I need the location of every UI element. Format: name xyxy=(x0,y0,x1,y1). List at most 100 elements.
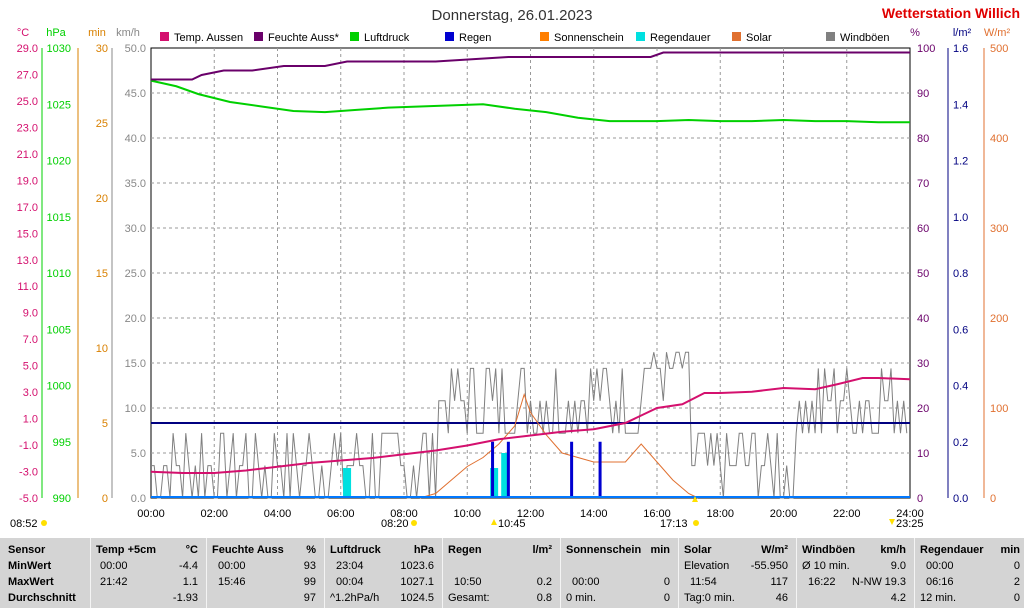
bar-rain-duration xyxy=(490,468,499,498)
temp-avg: -1.93 xyxy=(172,592,198,604)
x-tick-label: 22:00 xyxy=(833,508,861,520)
axis-unit-rain: l/m² xyxy=(953,27,972,39)
humidity-max: 99 xyxy=(303,576,316,588)
series-pressure-line xyxy=(150,79,910,124)
legend-swatch xyxy=(160,32,169,41)
sunshine-unit: min xyxy=(650,544,670,556)
x-tick-label: 06:00 xyxy=(327,508,355,520)
axis-tick-rain: 0.6 xyxy=(953,324,968,336)
solar-max: 117 xyxy=(770,576,788,588)
sunshine-total: 0 xyxy=(663,592,670,604)
sunshine-total-label: 0 min. xyxy=(566,592,596,604)
axis-tick-temp: 9.0 xyxy=(23,308,38,320)
rainduration-unit: min xyxy=(1000,544,1020,556)
axis-tick-temp: 1.0 xyxy=(23,414,38,426)
axis-tick-wind: 35.0 xyxy=(125,178,146,190)
axis-tick-temp: 15.0 xyxy=(17,228,38,240)
temp-min: -4.4 xyxy=(179,560,198,572)
bar-rain-duration xyxy=(343,468,352,498)
temp-max-time: 21:42 xyxy=(100,576,128,588)
pressure-max-time: 00:04 xyxy=(336,576,364,588)
rainduration-max-time: 06:16 xyxy=(926,576,954,588)
axis-tick-minutes: 20 xyxy=(96,193,108,205)
solar-title: Solar xyxy=(684,544,712,556)
x-tick-label: 20:00 xyxy=(770,508,798,520)
sun-marker-icon xyxy=(41,520,47,526)
axis-unit-humidity: % xyxy=(910,27,920,39)
stats-col-temp: Temp +5cm °C 00:00 -4.4 21:42 1.1 -1.93 xyxy=(92,538,204,608)
axis-tick-rain: 1.0 xyxy=(953,212,968,224)
axis-tick-temp: 25.0 xyxy=(17,96,38,108)
pressure-title: Luftdruck xyxy=(330,544,381,556)
axis-tick-temp: 3.0 xyxy=(23,387,38,399)
sunshine-title: Sonnenschein xyxy=(566,544,642,556)
solar-unit: W/m² xyxy=(761,544,788,556)
temp-unit: °C xyxy=(185,544,198,556)
pressure-avg: 1024.5 xyxy=(400,592,434,604)
wind-avg10-label: Ø 10 min. xyxy=(802,560,850,572)
axis-tick-wind: 20.0 xyxy=(125,313,146,325)
wind-avg: 4.2 xyxy=(890,592,906,604)
legend-swatch xyxy=(826,32,835,41)
x-tick-label: 10:00 xyxy=(453,508,481,520)
rainduration-max: 2 xyxy=(1013,576,1020,588)
wind-avg10: 9.0 xyxy=(890,560,906,572)
stats-table: Sensor MinWert MaxWert Durchschnitt Temp… xyxy=(0,538,1024,608)
axis-tick-humidity: 10 xyxy=(917,448,929,460)
sunrise-marker-icon xyxy=(411,520,417,526)
axis-tick-minutes: 0 xyxy=(102,493,108,505)
rain-total-label: Gesamt: xyxy=(448,592,490,604)
humidity-avg: 97 xyxy=(303,592,316,604)
axis-unit-wind: km/h xyxy=(116,27,140,39)
sunset-dot-icon xyxy=(693,520,699,526)
solar-day: 46 xyxy=(775,592,788,604)
axis-tick-wind: 15.0 xyxy=(125,358,146,370)
weather-chart: Donnerstag, 26.01.2023 Wetterstation Will… xyxy=(10,5,1020,530)
row-label-max: MaxWert xyxy=(8,576,54,588)
axis-tick-rain: 0.0 xyxy=(953,493,968,505)
sunrise-time-label: 08:20 xyxy=(381,518,409,530)
axis-tick-rain: 1.2 xyxy=(953,156,968,168)
humidity-min: 93 xyxy=(303,560,316,572)
wind-title: Windböen xyxy=(802,544,856,556)
axis-tick-minutes: 30 xyxy=(96,43,108,55)
axis-tick-pressure: 1005 xyxy=(47,324,71,336)
humidity-min-time: 00:00 xyxy=(218,560,246,572)
axis-tick-pressure: 1015 xyxy=(47,212,71,224)
series-humidity-line xyxy=(151,51,910,81)
axis-unit-minutes: min xyxy=(88,27,106,39)
rainduration-total: 0 xyxy=(1013,592,1020,604)
axis-tick-wind: 10.0 xyxy=(125,403,146,415)
axis-tick-pressure: 1020 xyxy=(47,156,71,168)
solar-day-label: Tag:0 min. xyxy=(684,592,735,604)
axis-tick-humidity: 30 xyxy=(917,358,929,370)
axis-unit-temp: °C xyxy=(17,27,29,39)
wind-max-time: 16:22 xyxy=(808,576,836,588)
row-label-avg: Durchschnitt xyxy=(8,592,76,604)
axis-tick-temp: 23.0 xyxy=(17,122,38,134)
axis-tick-temp: -3.0 xyxy=(19,467,38,479)
rainduration-min-time: 00:00 xyxy=(926,560,954,572)
legend-swatch xyxy=(540,32,549,41)
bar-rain xyxy=(598,441,602,498)
left-time-label: 08:52 xyxy=(10,518,38,530)
axis-tick-minutes: 15 xyxy=(96,268,108,280)
axis-tick-solar: 300 xyxy=(990,223,1008,235)
rain-total: 0.8 xyxy=(536,592,552,604)
axis-tick-wind: 40.0 xyxy=(125,133,146,145)
bar-rain xyxy=(506,441,510,498)
axis-tick-pressure: 995 xyxy=(53,437,71,449)
axis-tick-solar: 100 xyxy=(990,403,1008,415)
rain-max: 0.2 xyxy=(536,576,552,588)
axis-tick-wind: 30.0 xyxy=(125,223,146,235)
legend-label: Windböen xyxy=(840,32,890,44)
x-tick-label: 18:00 xyxy=(706,508,734,520)
axis-tick-wind: 0.0 xyxy=(131,493,146,505)
axis-tick-wind: 5.0 xyxy=(131,448,146,460)
rain-time-label: 10:45 xyxy=(498,518,526,530)
pressure-unit: hPa xyxy=(413,544,434,556)
x-tick-label: 02:00 xyxy=(200,508,228,520)
x-tick-label: 08:00 xyxy=(390,508,418,520)
axis-tick-humidity: 80 xyxy=(917,133,929,145)
axis-tick-pressure: 990 xyxy=(53,493,71,505)
